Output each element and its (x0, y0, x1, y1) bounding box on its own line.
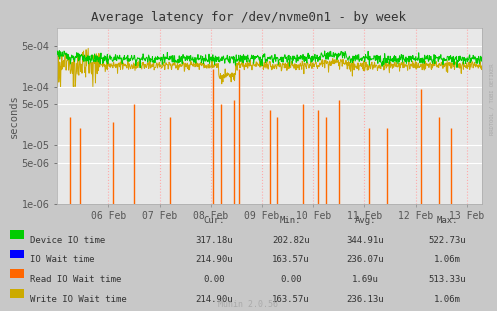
Text: IO Wait time: IO Wait time (30, 255, 94, 264)
Text: 214.90u: 214.90u (195, 255, 233, 264)
Text: 513.33u: 513.33u (428, 275, 466, 284)
Text: Write IO Wait time: Write IO Wait time (30, 295, 127, 304)
Text: 236.13u: 236.13u (346, 295, 384, 304)
Text: 0.00: 0.00 (280, 275, 302, 284)
Text: 344.91u: 344.91u (346, 236, 384, 245)
Text: 163.57u: 163.57u (272, 255, 310, 264)
Text: Device IO time: Device IO time (30, 236, 105, 245)
Text: Cur:: Cur: (203, 216, 225, 225)
Text: 163.57u: 163.57u (272, 295, 310, 304)
Text: Munin 2.0.56: Munin 2.0.56 (219, 300, 278, 309)
Text: 317.18u: 317.18u (195, 236, 233, 245)
Text: 1.06m: 1.06m (434, 255, 461, 264)
Text: 0.00: 0.00 (203, 275, 225, 284)
Text: 1.69u: 1.69u (352, 275, 379, 284)
Y-axis label: seconds: seconds (8, 94, 18, 138)
Text: Avg:: Avg: (354, 216, 376, 225)
Text: Read IO Wait time: Read IO Wait time (30, 275, 121, 284)
Text: 236.07u: 236.07u (346, 255, 384, 264)
Text: Max:: Max: (436, 216, 458, 225)
Text: 1.06m: 1.06m (434, 295, 461, 304)
Text: RRDTOOL / TOBI OETIKER: RRDTOOL / TOBI OETIKER (490, 64, 495, 135)
Text: 214.90u: 214.90u (195, 295, 233, 304)
Text: Min:: Min: (280, 216, 302, 225)
Text: 202.82u: 202.82u (272, 236, 310, 245)
Text: Average latency for /dev/nvme0n1 - by week: Average latency for /dev/nvme0n1 - by we… (91, 11, 406, 24)
Text: 522.73u: 522.73u (428, 236, 466, 245)
